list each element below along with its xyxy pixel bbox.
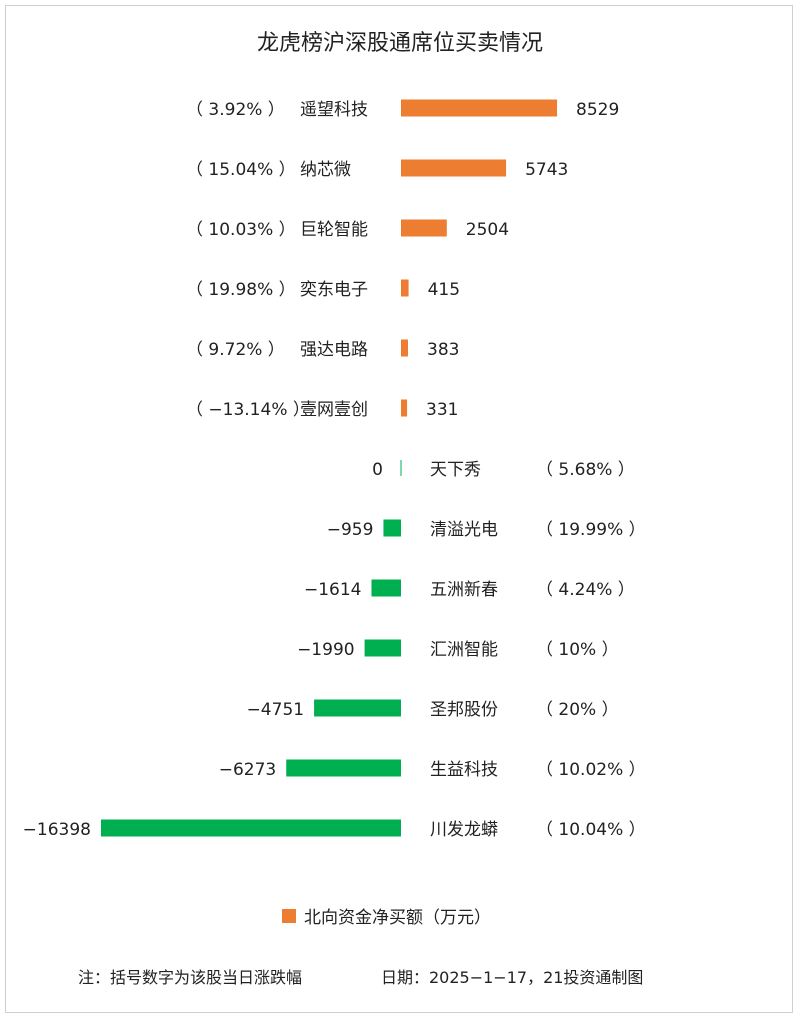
change-label: （ 3.92% ）: [186, 100, 285, 120]
category-label: 奕东电子: [300, 280, 368, 300]
category-label: 圣邦股份: [430, 700, 498, 720]
category-label: 遥望科技: [300, 100, 368, 120]
value-label: 383: [427, 340, 459, 360]
bar: [364, 639, 401, 657]
value-label: 0: [372, 460, 383, 480]
change-label: （ 19.98% ）: [186, 280, 296, 300]
category-label: 五洲新春: [430, 580, 498, 600]
category-label: 清溢光电: [430, 520, 498, 540]
legend: 北向资金净买额（万元）: [282, 908, 491, 928]
bar: [401, 219, 447, 237]
legend-label: 北向资金净买额（万元）: [304, 908, 491, 928]
value-label: 8529: [576, 100, 619, 120]
chart-title: 龙虎榜沪深股通席位买卖情况: [257, 31, 543, 56]
change-label: （ 10% ）: [536, 640, 619, 660]
change-label: （ −13.14% ）: [186, 400, 310, 420]
change-label: （ 20% ）: [536, 700, 619, 720]
value-label: −1990: [297, 640, 355, 660]
category-label: 强达电路: [300, 340, 368, 360]
bar: [286, 759, 401, 777]
bar: [401, 399, 408, 417]
change-label: （ 9.72% ）: [186, 340, 285, 360]
change-label: （ 15.04% ）: [186, 160, 296, 180]
chart-rows: （ 3.92% ） 遥望科技 8529 （ 15.04% ）纳芯微 5743 （ 10.0…: [23, 99, 646, 840]
category-label: 生益科技: [430, 760, 498, 780]
category-label: 汇洲智能: [430, 640, 498, 660]
bar: [401, 99, 558, 117]
value-label: −4751: [247, 700, 305, 720]
change-label: （ 4.24% ）: [536, 580, 635, 600]
bar: [401, 159, 507, 177]
category-label: 壹网壹创: [300, 400, 368, 420]
bar: [101, 819, 401, 837]
change-label: （ 10.04% ）: [536, 820, 646, 840]
footer-note: 注：括号数字为该股当日涨跌幅: [78, 968, 302, 987]
change-label: （ 10.03% ）: [186, 220, 296, 240]
category-label: 巨轮智能: [300, 220, 368, 240]
value-label: 2504: [466, 220, 509, 240]
bar: [401, 339, 409, 357]
value-label: 415: [428, 280, 460, 300]
value-label: −6273: [219, 760, 277, 780]
category-label: 纳芯微: [300, 160, 351, 180]
bar: [401, 279, 409, 297]
change-label: （ 5.68% ）: [536, 460, 635, 480]
value-label: 331: [426, 400, 458, 420]
change-label: （ 19.99% ）: [536, 520, 646, 540]
value-label: −1614: [304, 580, 362, 600]
change-label: （ 10.02% ）: [536, 760, 646, 780]
bar: [383, 519, 401, 537]
chart-frame: [5, 5, 793, 1013]
category-label: 川发龙蟒: [430, 820, 498, 840]
value-label: −16398: [23, 820, 91, 840]
category-label: 天下秀: [430, 460, 481, 480]
bar: [371, 579, 401, 597]
legend-swatch: [282, 909, 296, 923]
bar: [314, 699, 401, 717]
footer-source: 日期：2025−1−17，21投资通制图: [381, 968, 643, 987]
value-label: 5743: [525, 160, 568, 180]
value-label: −959: [327, 520, 374, 540]
